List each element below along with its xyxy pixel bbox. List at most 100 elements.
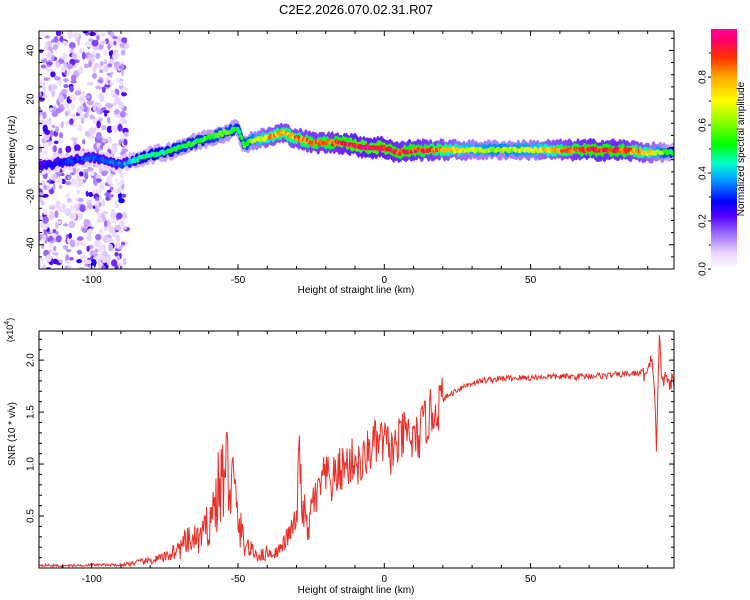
y-tick-label: 40 [26,44,37,56]
noise-blob [59,132,64,139]
noise-blob [43,133,50,141]
noise-blob [107,31,112,36]
x-tick-label: -50 [231,275,246,286]
noise-blob [66,248,72,253]
noise-blob [87,167,94,171]
noise-blob [95,200,100,206]
noise-blob [57,95,65,103]
noise-blob [112,232,117,238]
x-tick-label: 0 [382,574,388,585]
noise-blob [97,65,104,69]
noise-blob [71,52,77,59]
noise-blob [111,208,115,214]
noise-blob [107,43,111,51]
noise-blob [119,110,126,118]
noise-blob [114,242,121,249]
noise-blob [96,106,101,115]
noise-blob [62,223,69,227]
noise-blob [60,121,64,129]
noise-blob [106,257,111,266]
noise-blob [41,59,47,64]
noise-blob [88,38,94,42]
noise-blob [108,227,116,234]
spectrogram-frame [38,30,675,270]
colorbar-label: Normalized spectral amplitude [736,81,747,216]
noise-blob [122,211,128,220]
noise-blob [105,102,110,108]
snr-background [39,331,674,568]
noise-blob [83,169,89,174]
noise-blob [102,40,107,44]
noise-blob [95,52,101,60]
noise-blob [77,236,84,241]
x-tick-label: 50 [525,275,537,286]
noise-blob [61,178,66,184]
noise-blob [82,91,86,98]
spectrogram-x-ticks: -100 -50 0 50 [61,31,649,286]
noise-blob [47,46,53,51]
ridge-core [671,151,674,156]
noise-blob [42,111,47,120]
noise-blob [101,86,106,93]
noise-blob [101,199,106,207]
spectrogram-x-label: Height of straight line (km) [298,285,415,296]
noise-blob [94,189,102,194]
noise-blob [107,177,112,186]
noise-blob [70,103,76,110]
noise-blob [95,233,102,241]
colorbar-tick-label: 0.2 [698,214,709,228]
snr-x-label: Height of straight line (km) [298,585,415,596]
noise-blob [79,204,86,213]
noise-blob [102,214,106,222]
noise-blob [39,154,42,158]
noise-blob [52,228,57,234]
noise-blob [40,64,47,69]
noise-blob [72,32,80,39]
noise-blob [66,63,73,70]
noise-blob [87,228,93,236]
y-tick-label: 20 [26,93,37,105]
y-tick-label: 0.5 [26,509,37,523]
noise-blob [108,243,114,252]
noise-blob [76,189,80,194]
noise-blob [45,254,52,263]
noise-blob [104,112,108,117]
noise-blob [92,117,98,124]
noise-blob [57,220,62,225]
figure-title: C2E2.2026.070.02.31.R07 [279,2,433,17]
snr-y-ticks: 0.5 1.0 1.5 2.0 [26,338,674,559]
noise-blob [116,188,121,194]
x-tick-label: -100 [82,275,102,286]
noise-blob [52,252,59,256]
noise-blob [58,137,64,144]
noise-blob [81,148,86,152]
noise-blob [43,77,48,81]
colorbar: 0.0 0.2 0.4 0.6 0.8 Normalized spectral ampl… [698,29,747,276]
noise-blob [99,69,103,74]
noise-blob [53,36,59,43]
noise-blob [97,102,102,109]
noise-blob [61,203,66,211]
noise-blob [86,81,94,86]
noise-blob [120,63,125,71]
noise-blob [86,234,92,242]
noise-blob [63,84,69,89]
y-tick-label: 2.0 [26,353,37,367]
noise-blob [51,83,57,91]
noise-blob [121,91,127,97]
noise-blob [95,174,101,178]
noise-blob [50,180,55,184]
noise-blob [101,265,106,269]
noise-blob [113,40,117,46]
noise-blob [43,209,48,216]
noise-blob [98,196,103,201]
noise-blob [104,192,111,197]
noise-blob [110,211,117,219]
noise-blob [88,60,92,68]
noise-blob [53,145,57,153]
noise-blob [105,195,110,201]
noise-blob [86,203,94,209]
noise-blob [92,104,97,112]
spectrogram-y-ticks: -40 -20 0 20 40 [26,37,674,270]
noise-blob [63,102,69,109]
